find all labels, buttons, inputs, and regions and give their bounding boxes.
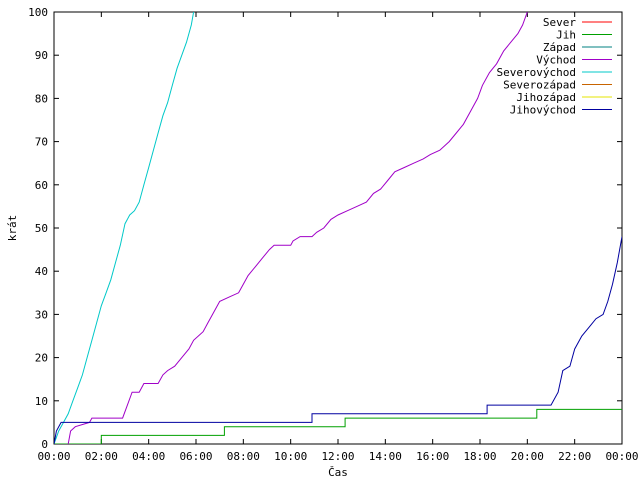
y-tick-label: 10 bbox=[35, 395, 48, 408]
x-tick-label: 04:00 bbox=[132, 450, 165, 463]
y-tick-label: 70 bbox=[35, 136, 48, 149]
x-tick-label: 08:00 bbox=[227, 450, 260, 463]
legend-label-vychod: Východ bbox=[536, 54, 576, 67]
y-tick-label: 90 bbox=[35, 49, 48, 62]
legend-label-jihozapad: Jihozápad bbox=[516, 91, 576, 104]
x-tick-label: 16:00 bbox=[416, 450, 449, 463]
y-tick-label: 60 bbox=[35, 179, 48, 192]
x-tick-label: 00:00 bbox=[37, 450, 70, 463]
x-tick-label: 20:00 bbox=[511, 450, 544, 463]
y-tick-label: 100 bbox=[28, 6, 48, 19]
legend-label-zapad: Západ bbox=[543, 41, 576, 54]
x-tick-label: 00:00 bbox=[605, 450, 638, 463]
y-tick-label: 20 bbox=[35, 352, 48, 365]
series-line-vychod bbox=[67, 12, 528, 444]
y-tick-label: 80 bbox=[35, 92, 48, 105]
legend: SeverJihZápadVýchodSeverovýchodSeverozáp… bbox=[497, 16, 612, 117]
x-tick-label: 14:00 bbox=[369, 450, 402, 463]
series-lines bbox=[54, 12, 622, 444]
series-line-jihovychod bbox=[54, 236, 622, 444]
x-tick-label: 22:00 bbox=[558, 450, 591, 463]
series-line-jih bbox=[54, 408, 622, 444]
y-tick-label: 30 bbox=[35, 308, 48, 321]
series-line-severovychod bbox=[54, 12, 195, 444]
legend-label-severozapad: Severozápad bbox=[503, 79, 576, 92]
x-tick-label: 10:00 bbox=[274, 450, 307, 463]
x-axis: 00:00 02:00 04:00 06:00 08:00 10:00 12:00 14:00… bbox=[37, 12, 639, 463]
y-tick-label: 40 bbox=[35, 265, 48, 278]
x-tick-label: 06:00 bbox=[179, 450, 212, 463]
legend-label-severovychod: Severovýchod bbox=[497, 66, 576, 79]
y-axis: 0 10 20 30 40 50 60 70 80 90 100 bbox=[28, 6, 622, 451]
y-tick-label: 50 bbox=[35, 222, 48, 235]
legend-label-jih: Jih bbox=[556, 29, 576, 42]
x-tick-label: 12:00 bbox=[321, 450, 354, 463]
x-tick-label: 18:00 bbox=[463, 450, 496, 463]
y-axis-label: krát bbox=[6, 215, 19, 242]
x-tick-label: 02:00 bbox=[85, 450, 118, 463]
legend-label-jihovychod: Jihovýchod bbox=[510, 104, 576, 117]
legend-label-sever: Sever bbox=[543, 16, 576, 29]
x-axis-label: Čas bbox=[328, 466, 348, 479]
y-tick-label: 0 bbox=[41, 438, 48, 451]
